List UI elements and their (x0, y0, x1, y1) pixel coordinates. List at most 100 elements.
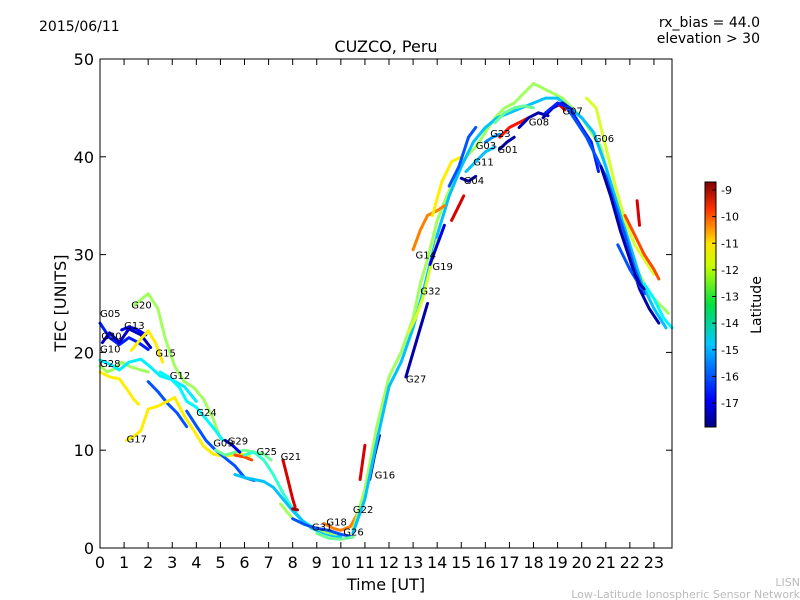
x-tick-label: 2 (143, 553, 153, 572)
colorbar-tick-label: -15 (721, 344, 739, 357)
x-tick-label: 16 (475, 553, 495, 572)
series-line-g28 (98, 360, 150, 374)
satellite-label: G20 (131, 300, 151, 311)
satellite-label: G17 (127, 434, 147, 445)
satellite-label: G14 (416, 251, 436, 262)
series-line-g08 (517, 111, 550, 129)
x-tick-label: 23 (644, 553, 664, 572)
x-tick-label: 7 (263, 553, 273, 572)
satellite-label: G22 (353, 505, 373, 516)
x-tick-label: 5 (215, 553, 225, 572)
y-tick-label: 10 (74, 441, 94, 460)
series-line-g11 (464, 145, 497, 173)
satellite-label: G08 (529, 118, 549, 129)
satellite-label: G09 (213, 438, 233, 449)
footer-lisn: LISN (775, 576, 800, 589)
series-line-g19 (428, 223, 446, 266)
series-line-down4 (623, 214, 661, 281)
y-tick-label: 50 (74, 50, 94, 69)
y-tick-label: 0 (84, 539, 94, 558)
x-tick-label: 17 (499, 553, 519, 572)
x-tick-label: 8 (288, 553, 298, 572)
date-label: 2015/06/11 (39, 19, 120, 35)
series-line-g17 (98, 370, 140, 406)
satellite-label: G26 (343, 527, 363, 538)
series-line-g01 (498, 135, 516, 151)
plot-frame (100, 59, 672, 548)
satellite-label: G21 (281, 452, 301, 463)
x-tick-label: 0 (95, 553, 105, 572)
satellite-label: G01 (497, 145, 517, 156)
satellite-label: G10 (100, 344, 120, 355)
x-tick-label: 1 (119, 553, 129, 572)
series-line-g15 (129, 329, 165, 364)
series-line-g20 (132, 292, 222, 440)
x-tick-label: 3 (167, 553, 177, 572)
rx-bias-label: rx_bias = 44.0 (659, 15, 760, 31)
satellite-label: G30 (101, 332, 121, 343)
satellite-label: G23 (490, 129, 510, 140)
satellite-label: G07 (562, 107, 582, 118)
chart-title: CUZCO, Peru (334, 37, 437, 56)
x-tick-label: 20 (572, 553, 592, 572)
x-tick-label: 18 (523, 553, 543, 572)
x-tick-label: 11 (355, 553, 375, 572)
series-line-g18 (291, 517, 352, 538)
satellite-label: G19 (432, 262, 452, 273)
series-line-rise2 (351, 96, 668, 535)
colorbar-tick-label: -14 (721, 317, 739, 330)
satellite-label: G25 (257, 447, 277, 458)
satellite-label: G31 (312, 522, 332, 533)
series-line-down5 (635, 199, 641, 227)
colorbar-tick-label: -12 (721, 264, 739, 277)
series-line-g28b (98, 357, 198, 403)
colorbar-tick-label: -9 (721, 184, 732, 197)
series-line-g27 (404, 302, 429, 379)
x-tick-label: 22 (620, 553, 640, 572)
series-line-down8 (642, 282, 674, 330)
series-line-mid1 (493, 104, 535, 125)
colorbar: -9 -10 -11 -12 -13 -14 -15 -16 -17 Latitude (704, 181, 765, 428)
y-tick-label: 40 (74, 148, 94, 167)
y-tick-label: 20 (74, 343, 94, 362)
series-line-g09 (214, 448, 273, 462)
x-tick-label: 4 (191, 553, 201, 572)
x-tick-label: 10 (331, 553, 351, 572)
series-line-down2 (599, 165, 661, 325)
satellite-label: G29 (228, 436, 248, 447)
x-tick-label: 15 (451, 553, 471, 572)
x-tick-label: 9 (312, 553, 322, 572)
satellite-label: G15 (155, 348, 175, 359)
x-tick-label: 19 (547, 553, 567, 572)
colorbar-tick-label: -16 (721, 370, 739, 383)
series-line-g21 (281, 458, 297, 509)
plot-border (99, 58, 673, 549)
satellite-label: G11 (473, 158, 493, 169)
series-line-g12b (146, 380, 189, 429)
x-tick-label: 14 (427, 553, 447, 572)
y-axis: 0 10 20 30 40 50 (74, 50, 672, 558)
x-axis-label: Time [UT] (346, 575, 425, 594)
series-line-g14b (450, 194, 466, 222)
series-line-down7 (633, 272, 646, 291)
series-layer (98, 82, 674, 541)
x-tick-label: 6 (239, 553, 249, 572)
elevation-label: elevation > 30 (657, 31, 760, 47)
series-line-g04 (459, 174, 478, 183)
x-tick-label: 21 (596, 553, 616, 572)
x-tick-label: 12 (379, 553, 399, 572)
satellite-label: G13 (124, 321, 144, 332)
series-line-g29b (233, 453, 254, 462)
y-axis-label: TEC [UNITS] (51, 255, 70, 353)
colorbar-gradient (704, 181, 717, 428)
series-line-up4 (447, 126, 478, 188)
satellite-label: G27 (406, 375, 426, 386)
series-line-g23 (498, 116, 531, 139)
satellite-label: G04 (464, 176, 484, 187)
satellite-label: G18 (326, 518, 346, 529)
series-line-g29 (223, 438, 242, 454)
satellite-label: G28 (100, 359, 120, 370)
series-line-g03 (483, 132, 502, 144)
series-line-down3 (585, 96, 656, 276)
